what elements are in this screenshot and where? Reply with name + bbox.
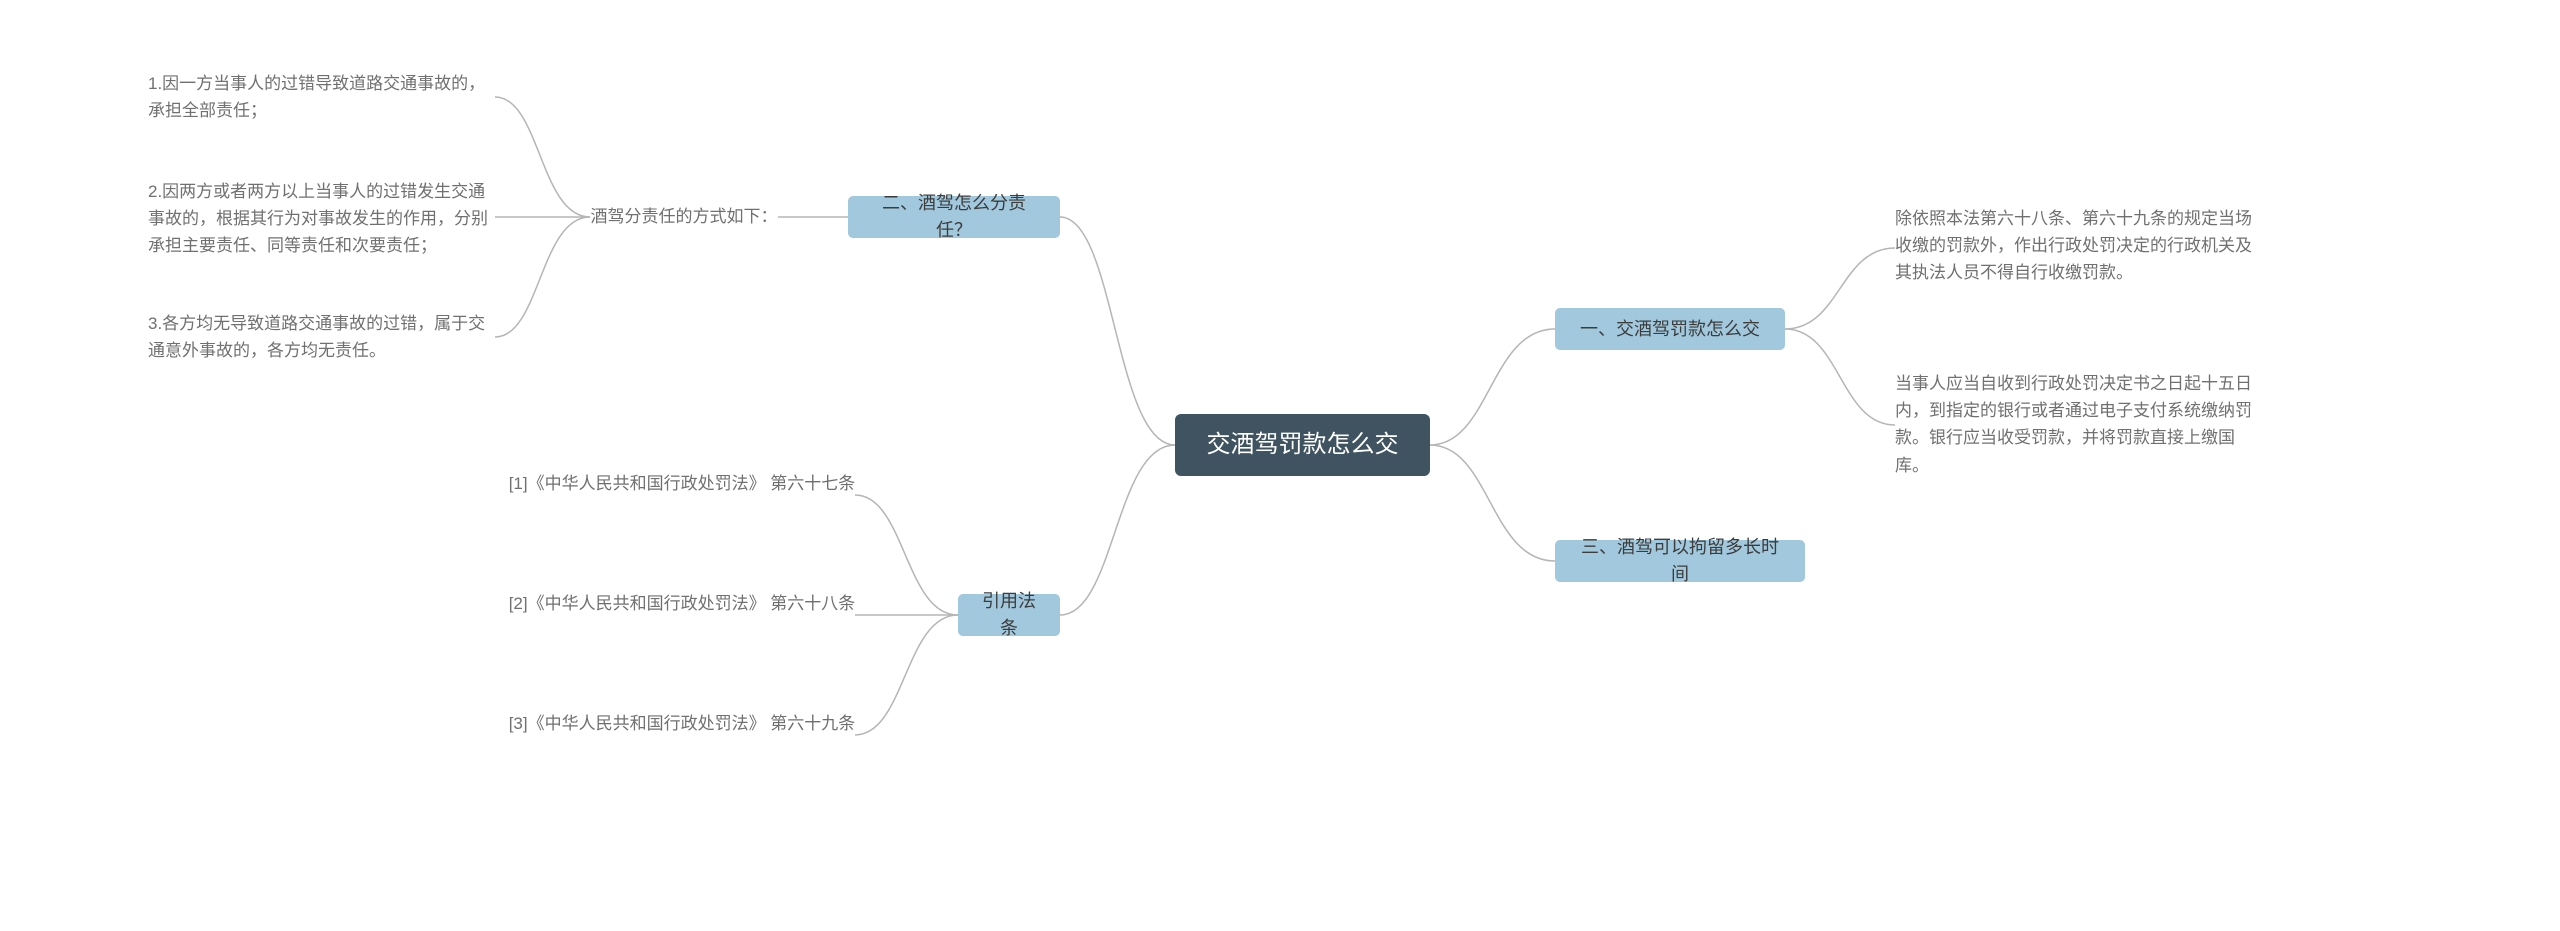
right-branch-2: 三、酒驾可以拘留多长时间 [1555,540,1805,582]
left-leaf-2-1: [1]《中华人民共和国行政处罚法》 第六十七条 [508,470,856,497]
right-leaf-1-text: 除依照本法第六十八条、第六十九条的规定当场收缴的罚款外，作出行政处罚决定的行政机… [1895,205,2265,287]
right-branch-2-label: 三、酒驾可以拘留多长时间 [1575,534,1785,588]
left-leaf-2-3-text: [3]《中华人民共和国行政处罚法》 第六十九条 [509,710,856,737]
left-leaf-1-2: 2.因两方或者两方以上当事人的过错发生交通事故的，根据其行为对事故发生的作用，分… [148,178,496,260]
left-leaf-1-2-text: 2.因两方或者两方以上当事人的过错发生交通事故的，根据其行为对事故发生的作用，分… [148,178,496,260]
left-branch-1-label: 二、酒驾怎么分责任？ [868,190,1040,244]
left-leaf-2-2: [2]《中华人民共和国行政处罚法》 第六十八条 [508,590,856,617]
left-branch-1: 二、酒驾怎么分责任？ [848,196,1060,238]
root-label: 交酒驾罚款怎么交 [1207,427,1399,463]
right-leaf-1: 除依照本法第六十八条、第六十九条的规定当场收缴的罚款外，作出行政处罚决定的行政机… [1895,205,2265,287]
left-leaf-2-1-text: [1]《中华人民共和国行政处罚法》 第六十七条 [509,470,856,497]
right-branch-1-label: 一、交酒驾罚款怎么交 [1580,316,1760,343]
left-leaf-1-3: 3.各方均无导致道路交通事故的过错，属于交通意外事故的，各方均无责任。 [148,310,496,364]
left-leaf-2-3: [3]《中华人民共和国行政处罚法》 第六十九条 [508,710,856,737]
left-leaf-1-1: 1.因一方当事人的过错导致道路交通事故的，承担全部责任； [148,70,496,124]
right-leaf-2: 当事人应当自收到行政处罚决定书之日起十五日内，到指定的银行或者通过电子支付系统缴… [1895,370,2265,479]
left-branch-2: 引用法条 [958,594,1060,636]
left-leaf-1-1-text: 1.因一方当事人的过错导致道路交通事故的，承担全部责任； [148,70,496,124]
left-leaf-2-2-text: [2]《中华人民共和国行政处罚法》 第六十八条 [509,590,856,617]
root-node: 交酒驾罚款怎么交 [1175,414,1430,476]
left-branch-2-label: 引用法条 [978,588,1040,642]
left-branch-1-mid: 酒驾分责任的方式如下： [590,204,778,230]
right-branch-1: 一、交酒驾罚款怎么交 [1555,308,1785,350]
left-leaf-1-3-text: 3.各方均无导致道路交通事故的过错，属于交通意外事故的，各方均无责任。 [148,310,496,364]
right-leaf-2-text: 当事人应当自收到行政处罚决定书之日起十五日内，到指定的银行或者通过电子支付系统缴… [1895,370,2265,479]
left-branch-1-mid-text: 酒驾分责任的方式如下： [591,204,778,230]
